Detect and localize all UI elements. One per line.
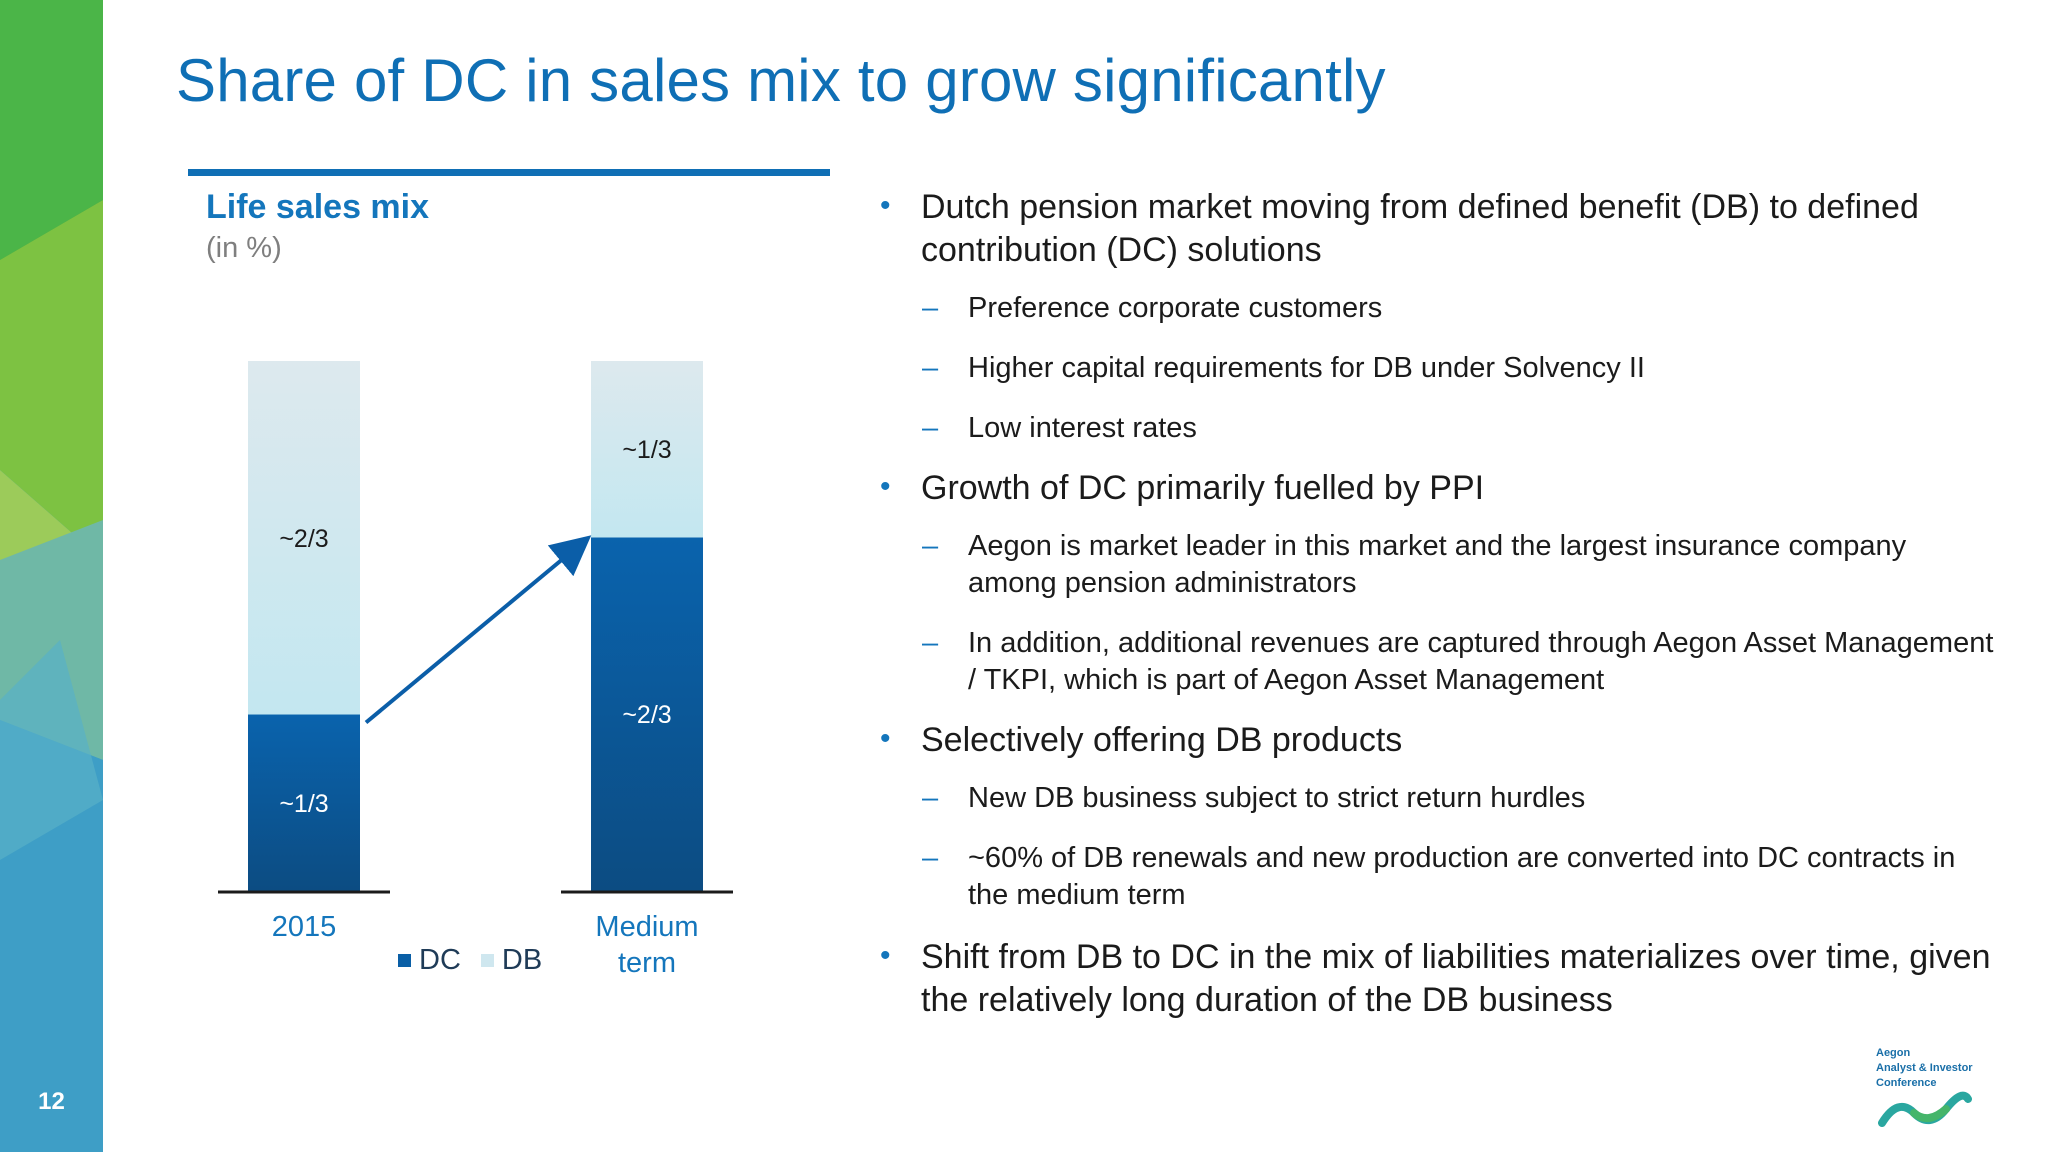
logo-line-3: Conference [1876,1077,1937,1089]
dash-icon: – [922,412,939,444]
legend-label-db: DB [501,944,543,976]
sub-bullet-text: In addition, additional revenues are cap… [968,627,1994,696]
bullet-dot-icon: • [880,189,891,222]
bullet-dot-icon: • [880,939,891,972]
sub-bullet-text: ~60% of DB renewals and new production a… [968,842,1956,911]
dash-icon: – [922,627,939,659]
growth-arrow [364,535,592,725]
sub-bullet-item: – Higher capital requirements for DB und… [870,350,2000,387]
sub-bullet-item: – Low interest rates [870,410,2000,447]
bullet-item: • Shift from DB to DC in the mix of liab… [870,936,2000,1022]
bullet-dot-icon: • [880,470,891,503]
legend-label-dc: DC [419,944,461,976]
page-title: Share of DC in sales mix to grow signifi… [176,47,1386,114]
dash-icon: – [922,530,939,562]
bullet-item: • Dutch pension market moving from defin… [870,186,2000,272]
sub-bullet-text: Low interest rates [968,412,1197,444]
sub-bullet-text: Higher capital requirements for DB under… [968,352,1645,384]
chart-subtitle: (in %) [206,232,282,264]
data-label-db-0: ~2/3 [279,525,328,553]
bullet-text: Selectively offering DB products [921,721,1403,759]
bullet-list: • Dutch pension market moving from defin… [870,186,2000,1022]
legend-item-db: DB [480,944,543,977]
bar-dc-0 [248,714,360,891]
category-label-2015: 2015 [271,911,337,943]
bullet-text: Growth of DC primarily fuelled by PPI [921,469,1485,507]
logo-line-1: Aegon [1876,1047,1911,1059]
bullet-item: • Growth of DC primarily fuelled by PPI [870,467,2000,510]
chart-top-rule [188,169,830,176]
legend-swatch-dc [398,954,411,967]
bullet-text: Shift from DB to DC in the mix of liabil… [921,938,1991,1019]
stacked-bar-chart: ~1/3 ~2/3 ~2/3 ~1/3 [218,361,733,894]
bullet-dot-icon: • [880,722,891,755]
dash-icon: – [922,842,939,874]
sub-bullet-item: – New DB business subject to strict retu… [870,780,2000,817]
bar-db-1 [591,361,703,538]
sub-bullet-item: – Aegon is market leader in this market … [870,528,2000,602]
legend-item-dc: DC [398,944,461,977]
data-label-dc-0: ~1/3 [279,790,328,818]
sub-bullet-item: – ~60% of DB renewals and new production… [870,840,2000,914]
bar-dc-1 [591,537,703,891]
wave-logo-icon [1878,1091,1972,1127]
sub-bullet-item: – Preference corporate customers [870,290,2000,327]
bullet-text: Dutch pension market moving from defined… [921,188,1919,269]
dash-icon: – [922,292,939,324]
sub-bullet-text: New DB business subject to strict return… [968,782,1586,814]
page-number: 12 [38,1088,65,1115]
data-label-dc-1: ~2/3 [622,701,671,729]
data-label-db-1: ~1/3 [622,436,671,464]
dash-icon: – [922,352,939,384]
chart-legend: DC DB [398,944,542,977]
dash-icon: – [922,782,939,814]
sub-bullet-text: Aegon is market leader in this market an… [968,530,1907,599]
sub-bullet-text: Preference corporate customers [968,292,1383,324]
bullet-item: • Selectively offering DB products [870,719,2000,762]
chart-title: Life sales mix [206,188,430,226]
conference-logo: Aegon Analyst & Investor Conference [1876,1046,1986,1136]
sub-bullet-item: – In addition, additional revenues are c… [870,625,2000,699]
legend-swatch-db [480,954,494,967]
logo-line-2: Analyst & Investor [1876,1062,1973,1074]
category-label-medium-term: Medium term [595,911,699,979]
sidebar-decoration [0,0,103,1152]
bar-db-0 [248,361,360,715]
